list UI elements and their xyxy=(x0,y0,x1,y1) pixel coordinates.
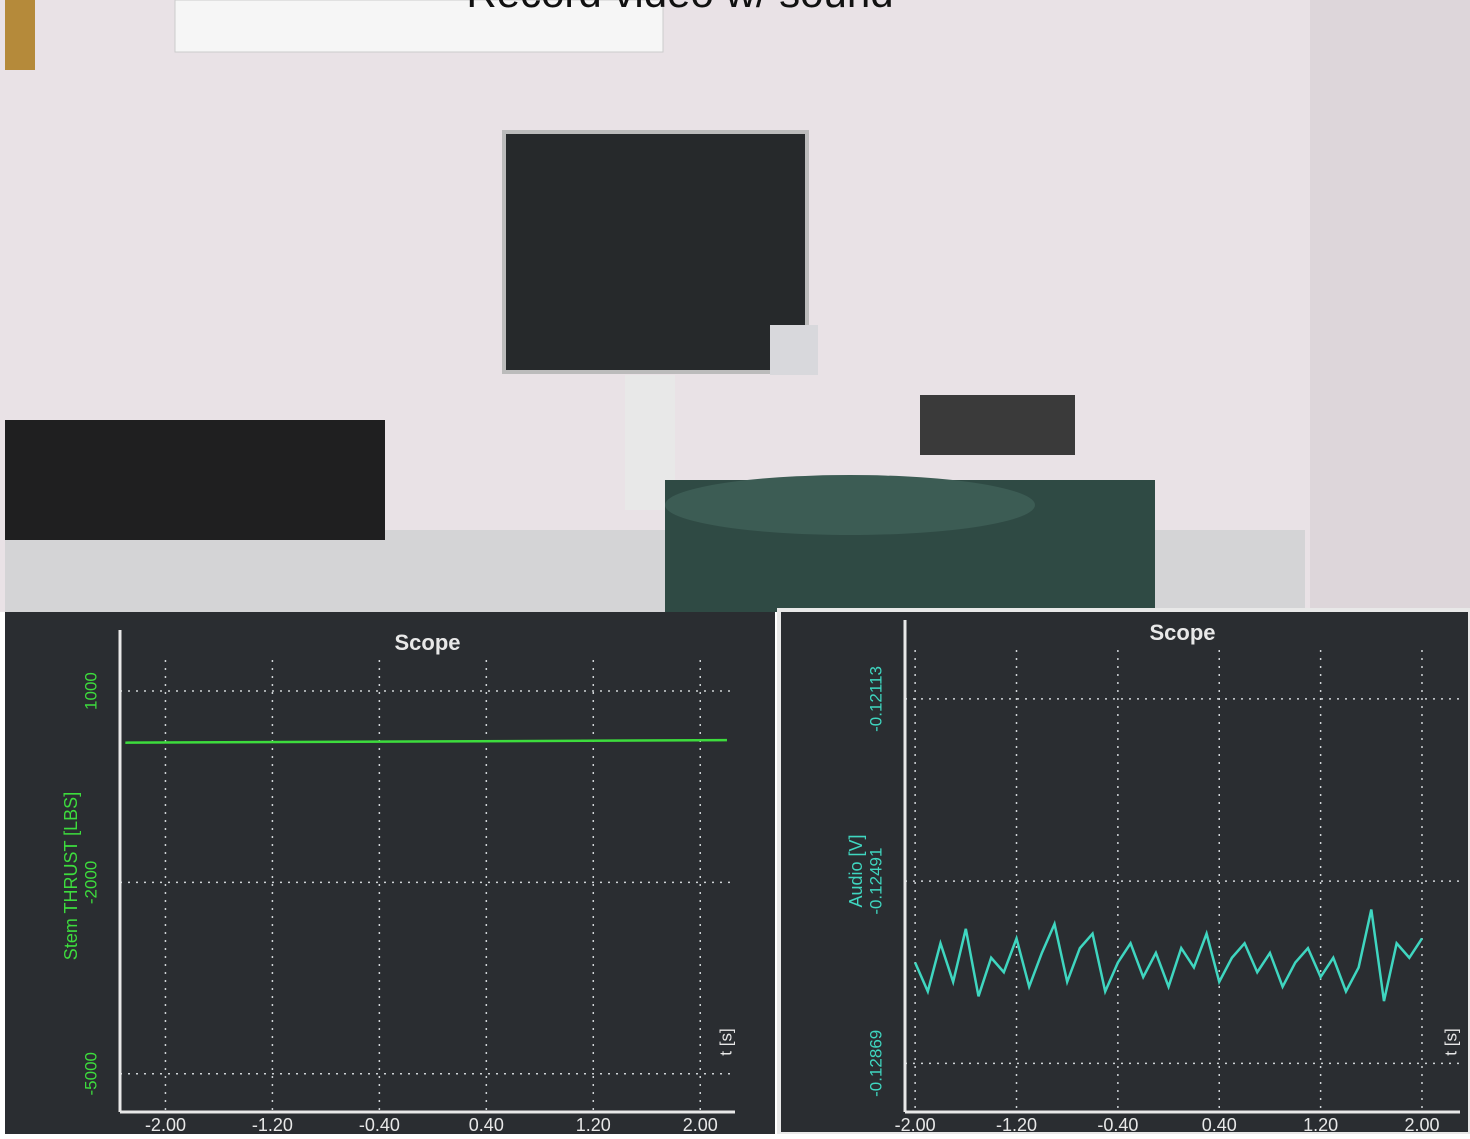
y-tick-label: -5000 xyxy=(81,1052,100,1095)
monitor xyxy=(502,130,809,374)
x-tick-label: 2.00 xyxy=(1404,1115,1439,1134)
x-tick-label: -2.00 xyxy=(895,1115,936,1134)
x-tick-label: 1.20 xyxy=(576,1115,611,1134)
x-tick-label: 2.00 xyxy=(683,1115,718,1134)
y-tick-label: -0.12491 xyxy=(866,848,885,915)
x-tick-label: -2.00 xyxy=(145,1115,186,1134)
x-tick-label: 0.40 xyxy=(469,1115,504,1134)
x-axis-label: t [s] xyxy=(716,1028,735,1055)
box xyxy=(920,395,1075,455)
y-tick-label: -0.12113 xyxy=(866,666,885,732)
chart-title: Scope xyxy=(1149,620,1215,645)
y-tick-label: -2000 xyxy=(81,861,100,904)
frame-edge xyxy=(5,0,35,70)
y-tick-label: 1000 xyxy=(81,672,100,710)
x-tick-label: -0.40 xyxy=(1097,1115,1138,1134)
x-tick-label: 0.40 xyxy=(1202,1115,1237,1134)
y-tick-label: -0.12869 xyxy=(866,1030,885,1097)
poster xyxy=(174,0,664,53)
x-tick-label: -1.20 xyxy=(252,1115,293,1134)
wall-side xyxy=(1310,0,1470,612)
scope-panel xyxy=(5,612,775,1134)
case xyxy=(5,420,385,540)
chart-title: Scope xyxy=(394,630,460,655)
x-tick-label: 1.20 xyxy=(1303,1115,1338,1134)
series-line xyxy=(913,909,1424,1002)
sensor xyxy=(770,325,818,375)
caption: Record video w/ sound xyxy=(466,0,893,16)
y-axis-label: Audio [V] xyxy=(846,834,866,907)
x-tick-label: -0.40 xyxy=(359,1115,400,1134)
series-line xyxy=(125,738,727,744)
x-axis-label: t [s] xyxy=(1441,1028,1460,1055)
valve-top xyxy=(665,475,1035,535)
y-axis-label: Stem THRUST [LBS] xyxy=(61,792,81,960)
x-tick-label: -1.20 xyxy=(996,1115,1037,1134)
